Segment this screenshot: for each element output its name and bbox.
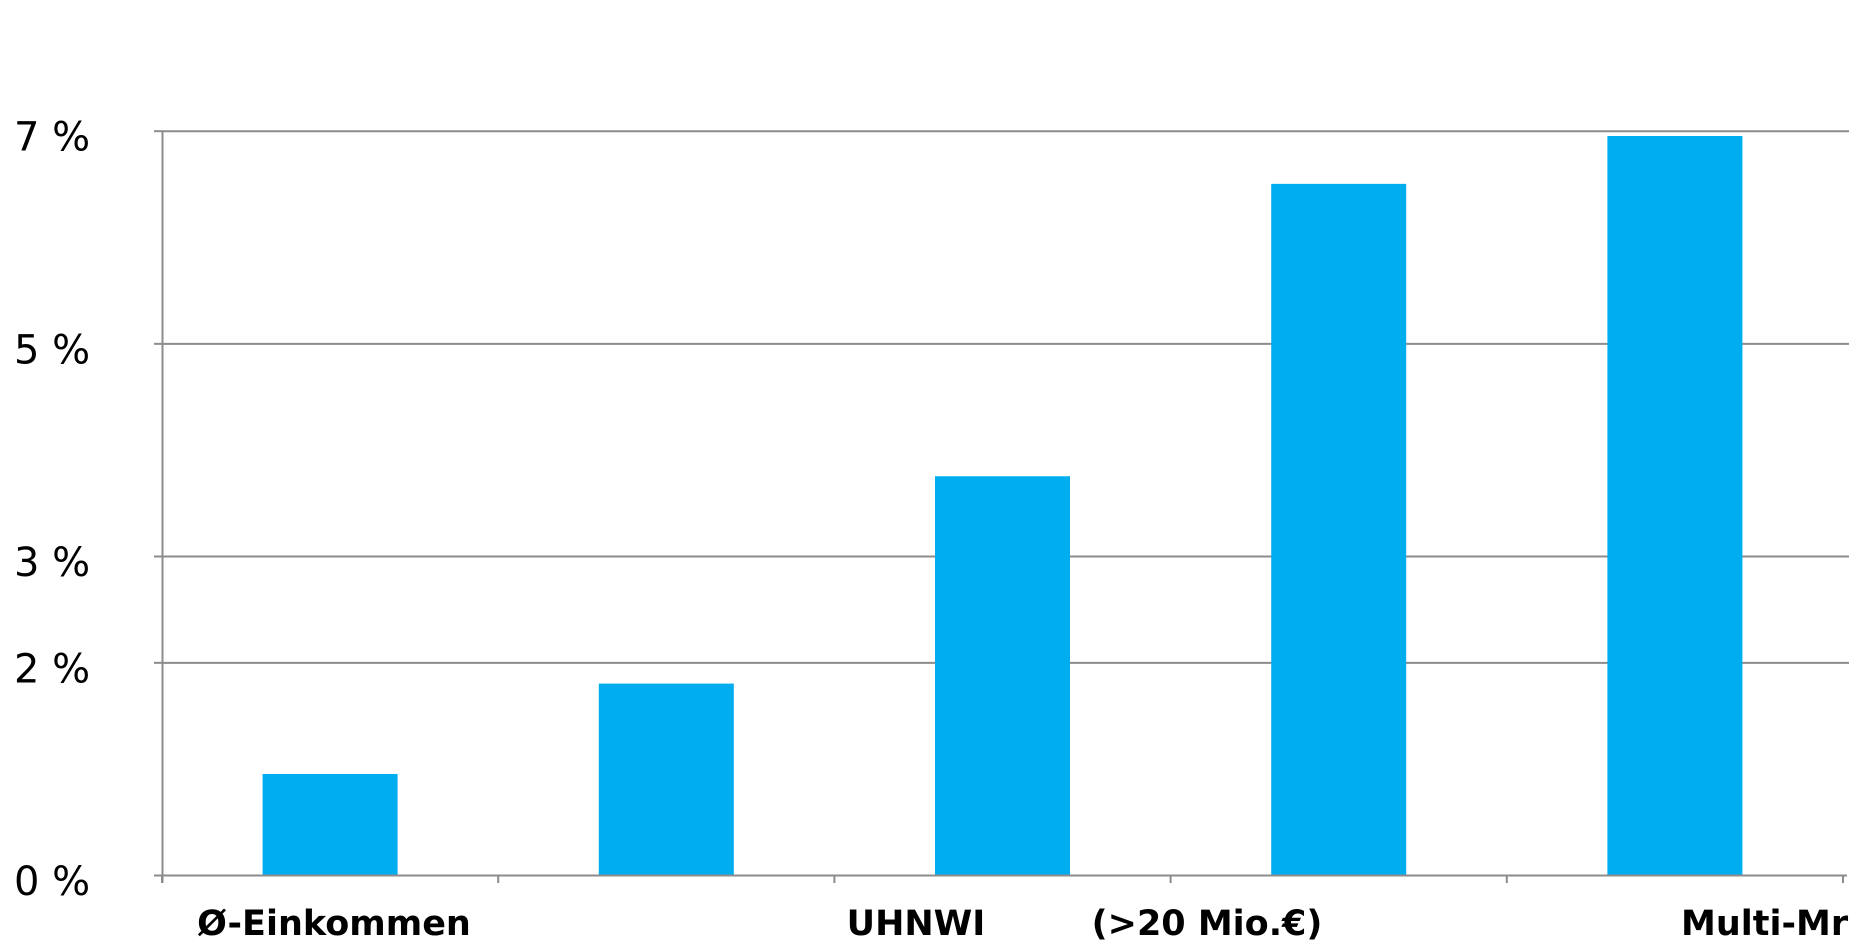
y-tick-label: 7 %: [14, 115, 90, 161]
x-category-label: Multi-Mrde: [1681, 904, 1849, 944]
x-category-label: (>20 Mio.€): [1092, 904, 1323, 944]
bar: [935, 476, 1070, 875]
axes: [154, 130, 1847, 883]
x-category-labels: Ø-Einkommen UHNWI (>20 Mio.€) Multi-Mrde: [197, 904, 1849, 944]
x-category-label: UHNWI: [847, 904, 986, 944]
x-category-label: Ø-Einkommen: [197, 904, 471, 944]
y-tick-labels: 0 % 2 % 3 % 5 % 7 %: [14, 115, 90, 905]
y-tick-label: 3 %: [14, 540, 90, 586]
bar: [598, 683, 734, 875]
bars: [262, 136, 1743, 876]
bar: [1271, 183, 1407, 876]
y-tick-label: 5 %: [14, 327, 90, 373]
y-tick-label: 0 %: [14, 859, 90, 905]
y-tick-label: 2 %: [14, 646, 90, 692]
bar: [262, 773, 398, 875]
bar: [1607, 136, 1743, 876]
